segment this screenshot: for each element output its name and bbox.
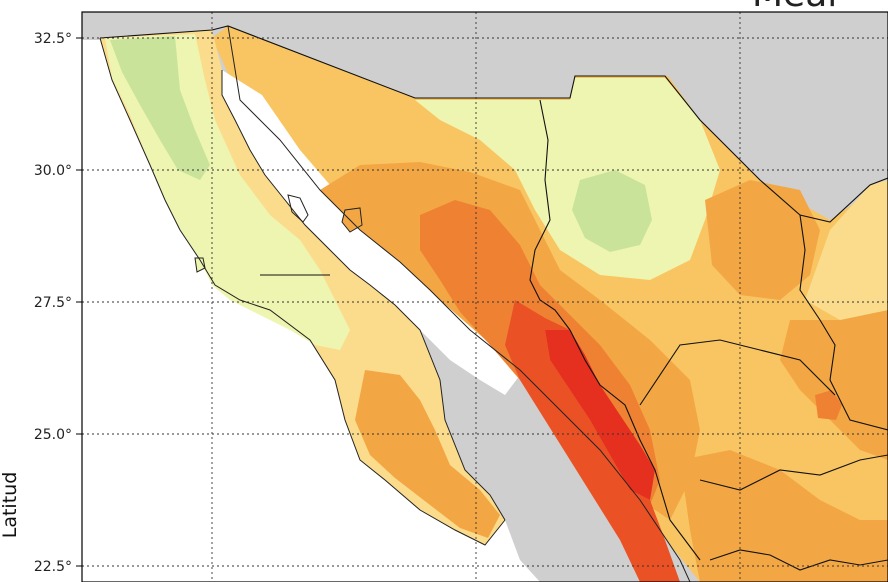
south-orange-region xyxy=(680,450,888,582)
chihuahua-coahuila-border xyxy=(799,214,888,431)
baja-green-band xyxy=(110,36,210,180)
map-plot-area xyxy=(82,12,888,582)
map-title-fragment: Meal xyxy=(752,0,837,15)
coahuila-dark-spot xyxy=(815,390,842,420)
chihuahua-east-orange xyxy=(705,180,820,300)
baja-gulf-coast xyxy=(221,70,506,521)
zacatecas-border xyxy=(699,454,888,491)
nayarit-border xyxy=(709,549,888,571)
sonora-green-spot xyxy=(572,170,652,252)
durango-border xyxy=(639,339,836,406)
ytick-label: 27.5° xyxy=(34,295,72,311)
us-mexico-border xyxy=(99,25,888,223)
island-tiburon xyxy=(287,194,309,223)
mainland-gulf-coast xyxy=(227,25,691,582)
east-yellow-region xyxy=(805,180,888,320)
ytick-label: 25.0° xyxy=(34,427,72,443)
yaxis-label: Latitud xyxy=(0,472,21,539)
map-frame xyxy=(81,11,888,582)
sierra-red-outer xyxy=(505,300,680,582)
baja-south-orange xyxy=(355,370,500,538)
baja-pacific-coast xyxy=(99,37,506,546)
sierra-red-core xyxy=(545,330,655,500)
ytick-label: 22.5° xyxy=(34,559,72,575)
ytick-label: 30.0° xyxy=(34,163,72,179)
ytick-label: 32.5° xyxy=(34,31,72,47)
sonora-chihuahua-border xyxy=(529,99,571,331)
island-san-esteban xyxy=(341,207,363,233)
sinaloa-durango-border xyxy=(569,329,701,561)
